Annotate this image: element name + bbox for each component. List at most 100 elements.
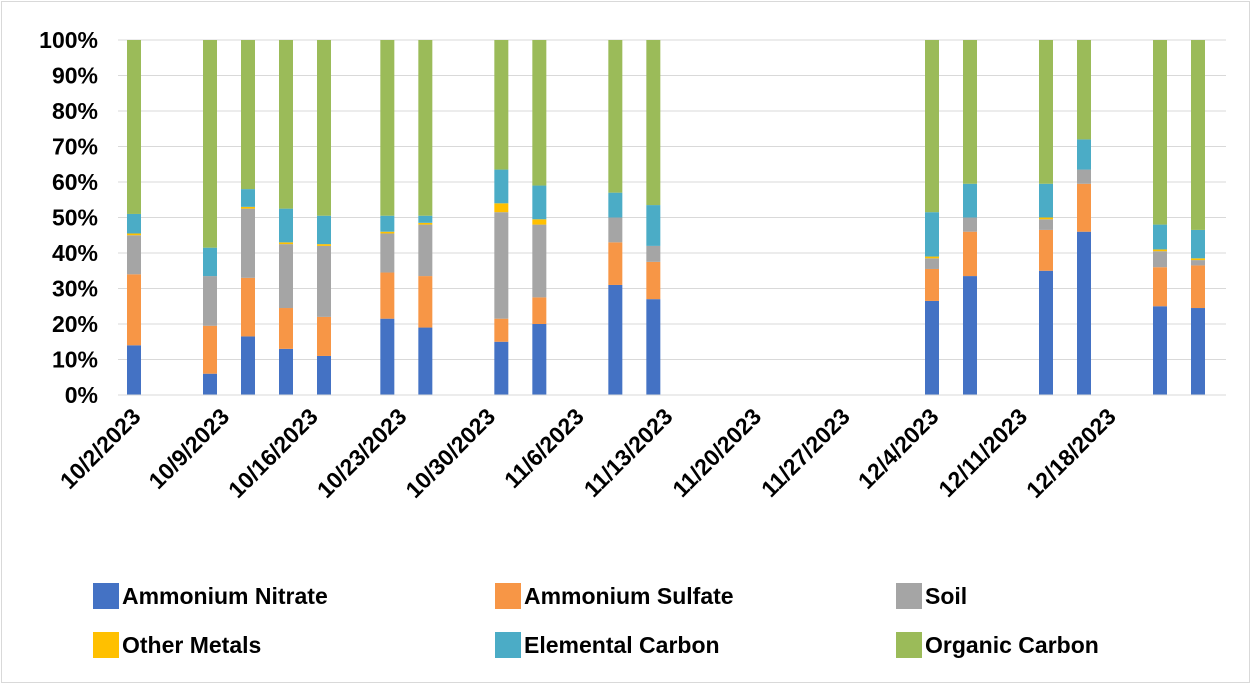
bar-segment-other-metals — [279, 242, 293, 245]
legend-item-organic-carbon: Organic Carbon — [896, 630, 1099, 660]
y-tick-label: 40% — [52, 240, 98, 266]
bars — [127, 40, 1205, 395]
bar-segment-ammonium-sulfate — [532, 297, 547, 324]
bar-segment-ammonium-sulfate — [646, 261, 661, 300]
legend-item-ammonium-sulfate: Ammonium Sulfate — [495, 581, 734, 611]
bar-segment-organic-carbon — [1077, 40, 1091, 140]
bar-segment-ammonium-sulfate — [1077, 183, 1091, 232]
x-tick-label: 10/2/2023 — [55, 403, 146, 494]
y-axis: 0% 10% 20% 30% 40% 50% 60% 70% 80% 90% 100% — [39, 27, 98, 408]
bar-segment-organic-carbon — [279, 40, 293, 209]
bar-segment-ammonium-sulfate — [127, 274, 141, 346]
bar-segment-ammonium-sulfate — [241, 277, 255, 337]
x-tick-label: 10/9/2023 — [143, 403, 234, 494]
bar-segment-ammonium-nitrate — [317, 355, 331, 395]
y-tick-label: 100% — [39, 27, 98, 53]
bar-segment-ammonium-sulfate — [608, 242, 623, 285]
bar-segment-elemental-carbon — [494, 169, 509, 204]
bar-segment-elemental-carbon — [241, 189, 255, 207]
bar-segment-organic-carbon — [532, 40, 547, 186]
bar-segment-organic-carbon — [1191, 40, 1205, 230]
legend-swatch-ammonium-nitrate — [93, 583, 119, 609]
bar-segment-elemental-carbon — [317, 215, 331, 245]
legend-swatch-elemental-carbon — [495, 632, 521, 658]
bar-segment-elemental-carbon — [1077, 139, 1091, 170]
x-tick-label: 10/23/2023 — [312, 403, 412, 503]
bar-segment-other-metals — [1153, 249, 1167, 252]
bar-segment-soil — [380, 233, 395, 273]
bar-segment-ammonium-nitrate — [494, 341, 509, 395]
bar-segment-elemental-carbon — [963, 183, 977, 218]
bar-segment-soil — [418, 224, 433, 277]
bar-segment-organic-carbon — [963, 40, 977, 184]
bar-segment-soil — [963, 217, 977, 232]
bar-segment-ammonium-sulfate — [1153, 267, 1167, 307]
legend-item-ammonium-nitrate: Ammonium Nitrate — [93, 581, 328, 611]
legend-label-soil: Soil — [925, 582, 968, 609]
bar-segment-elemental-carbon — [418, 215, 433, 223]
bar-segment-elemental-carbon — [1191, 229, 1205, 259]
bar-segment-other-metals — [925, 256, 939, 259]
bar-segment-organic-carbon — [494, 40, 509, 170]
y-tick-label: 70% — [52, 134, 98, 160]
bar-segment-soil — [1077, 169, 1091, 184]
bar-segment-ammonium-sulfate — [925, 268, 939, 301]
bar-segment-soil — [646, 245, 661, 262]
bar-segment-organic-carbon — [1039, 40, 1053, 184]
bar-segment-elemental-carbon — [127, 213, 141, 234]
bar-segment-soil — [494, 212, 509, 319]
bar-segment-ammonium-sulfate — [418, 276, 433, 328]
bar-segment-organic-carbon — [241, 40, 255, 190]
bar-segment-ammonium-nitrate — [241, 336, 255, 395]
bar-segment-soil — [1191, 260, 1205, 266]
bar-segment-soil — [279, 244, 293, 309]
bar-segment-soil — [532, 224, 547, 298]
x-tick-label: 12/4/2023 — [853, 403, 944, 494]
legend-label-ammonium-sulfate: Ammonium Sulfate — [524, 582, 734, 609]
bar-segment-elemental-carbon — [1039, 183, 1053, 218]
bar-segment-ammonium-sulfate — [380, 272, 395, 319]
bar-segment-ammonium-nitrate — [279, 348, 293, 395]
legend-item-soil: Soil — [896, 581, 967, 611]
bar-segment-other-metals — [1039, 217, 1053, 220]
bar-segment-other-metals — [241, 206, 255, 209]
bar-segment-other-metals — [380, 231, 395, 234]
bar-segment-elemental-carbon — [925, 212, 939, 257]
bar-segment-ammonium-sulfate — [279, 308, 293, 349]
bar-segment-organic-carbon — [418, 40, 433, 216]
y-tick-label: 50% — [52, 205, 98, 231]
legend-label-other-metals: Other Metals — [122, 631, 262, 658]
bar-segment-ammonium-nitrate — [925, 300, 939, 395]
bar-segment-organic-carbon — [317, 40, 331, 216]
x-tick-label: 11/13/2023 — [579, 403, 678, 502]
bar-segment-ammonium-nitrate — [203, 373, 217, 395]
bar-segment-ammonium-nitrate — [608, 284, 623, 395]
bar-segment-ammonium-sulfate — [1191, 265, 1205, 309]
bar-segment-other-metals — [1191, 258, 1205, 261]
legend-swatch-other-metals — [93, 632, 119, 658]
x-tick-label: 11/20/2023 — [667, 403, 766, 502]
bar-segment-elemental-carbon — [279, 208, 293, 243]
legend-item-elemental-carbon: Elemental Carbon — [495, 630, 720, 660]
bar-segment-organic-carbon — [203, 40, 217, 248]
bar-segment-ammonium-nitrate — [646, 299, 661, 395]
bar-segment-organic-carbon — [1153, 40, 1167, 225]
x-tick-label: 10/16/2023 — [223, 403, 323, 503]
x-tick-label: 10/30/2023 — [400, 403, 500, 503]
y-tick-label: 10% — [52, 347, 98, 373]
bar-segment-elemental-carbon — [646, 205, 661, 246]
y-tick-label: 90% — [52, 63, 98, 89]
y-tick-label: 0% — [65, 382, 98, 408]
bar-segment-soil — [1039, 219, 1053, 230]
bar-segment-ammonium-nitrate — [418, 327, 433, 395]
bar-segment-soil — [608, 217, 623, 243]
x-tick-label: 11/6/2023 — [499, 403, 589, 493]
y-tick-label: 80% — [52, 98, 98, 124]
legend-label-elemental-carbon: Elemental Carbon — [524, 631, 720, 658]
bar-segment-other-metals — [494, 203, 509, 213]
bar-segment-other-metals — [127, 233, 141, 236]
x-tick-label: 11/27/2023 — [756, 403, 855, 502]
bar-segment-elemental-carbon — [203, 247, 217, 277]
bar-segment-organic-carbon — [127, 40, 141, 214]
